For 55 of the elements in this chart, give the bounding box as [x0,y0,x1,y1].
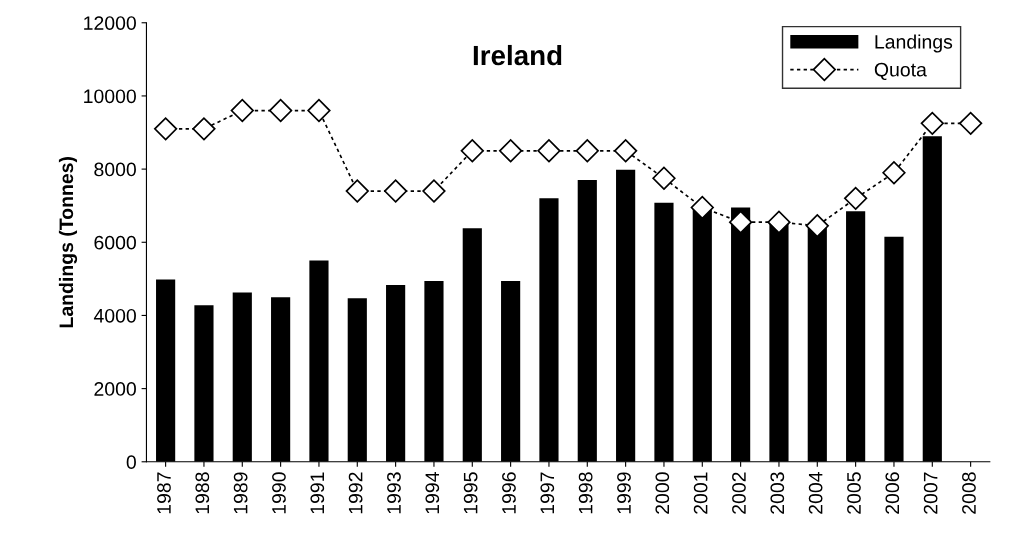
y-axis-title: Landings (Tonnes) [58,157,78,328]
point [690,195,714,220]
x-tick-label: 1999 [617,472,631,514]
y-tick-label: 2000 [94,382,136,396]
x-tick-label: 1990 [272,472,286,514]
point [652,166,676,190]
point [767,210,791,234]
y-tick-label: 8000 [94,162,136,177]
y-tick-label: 4000 [93,308,136,323]
text: Ireland [473,44,562,66]
x-tick-label: 1997 [540,472,555,514]
point [307,98,331,123]
x-tick-label: 2006 [885,472,900,514]
point [345,179,369,203]
point [805,214,829,238]
x-tick-label: 2000 [655,472,670,514]
x-tick-label: 1994 [425,472,440,514]
x-tick-label: 2004 [808,472,823,514]
x-tick-label: 2008 [962,472,976,514]
x-tick-label: 2005 [847,472,861,514]
x-tick-label: 1995 [463,472,478,514]
x-tick-label: 1991 [310,472,325,514]
point [882,161,906,185]
point [843,186,868,211]
y-tick-label: 10000 [84,89,136,104]
y-tick-label: 0 [126,455,136,470]
point [498,139,523,163]
point [192,117,216,141]
point [268,98,293,123]
point [537,139,561,163]
x-tick-label: 1988 [195,472,210,514]
x-tick-label: 1989 [233,472,248,514]
x-tick-label: 1996 [502,472,516,514]
point [958,111,983,136]
legend-label: Quota [874,62,927,81]
point [728,210,753,234]
y-tick-label: 12000 [84,16,136,30]
x-tick-label: 1992 [348,472,363,514]
x-tick-label: 2007 [923,472,938,514]
point [153,117,178,141]
x-tick-label: 2001 [693,472,708,514]
legend-label: Landings [875,34,953,53]
point [575,139,599,163]
point [460,139,484,163]
x-tick-label: 1998 [578,472,593,514]
x-tick-label: 2002 [732,472,746,514]
point [920,111,944,136]
point [613,139,638,163]
point [422,179,446,203]
point [383,179,408,203]
x-tick-label: 1993 [387,472,401,514]
x-tick-label: 1987 [157,472,171,514]
x-tick-label: 2003 [770,472,785,514]
point [230,98,254,123]
y-tick-label: 6000 [94,235,136,250]
